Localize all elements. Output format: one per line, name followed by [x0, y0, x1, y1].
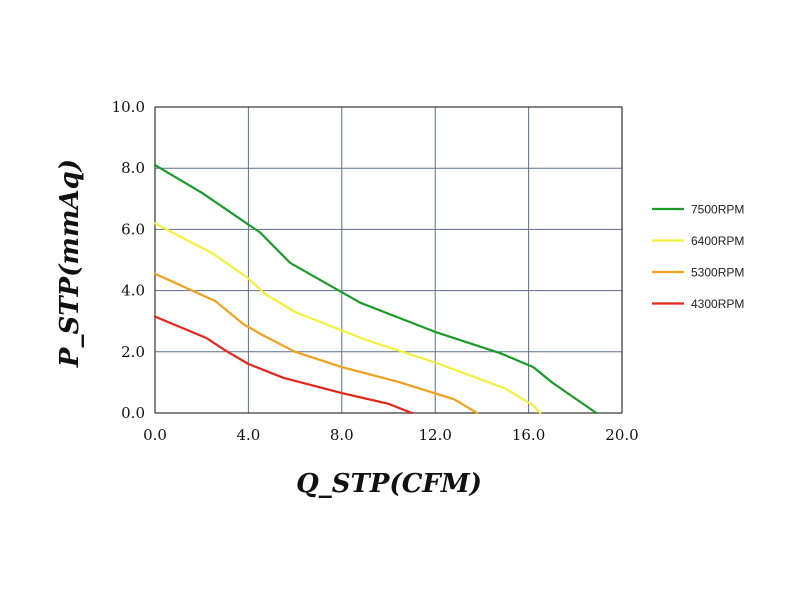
- series-line-4300rpm: [153, 315, 413, 415]
- legend-label: 7500RPM: [691, 203, 744, 217]
- plot-frame: [154, 106, 623, 414]
- y-tick-labels: 0.0 2.0 4.0 6.0 8.0 10.0: [112, 98, 145, 422]
- x-tick-label: 8.0: [330, 426, 354, 444]
- y-tick-label: 10.0: [112, 98, 145, 116]
- x-tick-label: 0.0: [143, 426, 167, 444]
- x-tick-labels: 0.0 4.0 8.0 12.0 16.0 20.0: [143, 426, 639, 444]
- series-lines: [153, 164, 598, 415]
- legend-label: 6400RPM: [691, 234, 744, 248]
- legend-label: 4300RPM: [691, 297, 744, 311]
- legend-label: 5300RPM: [691, 266, 744, 280]
- series-line-5300rpm: [153, 272, 479, 415]
- legend: 7500RPM 6400RPM 5300RPM 4300RPM: [652, 203, 744, 311]
- y-tick-label: 6.0: [121, 220, 145, 238]
- y-tick-label: 4.0: [121, 282, 145, 300]
- x-tick-label: 12.0: [418, 426, 451, 444]
- plot-background: [155, 107, 622, 413]
- y-axis-title: P_STP(mmAq): [55, 159, 85, 368]
- x-axis-title: Q_STP(CFM): [296, 469, 482, 499]
- y-tick-label: 2.0: [121, 343, 145, 361]
- x-tick-label: 4.0: [236, 426, 260, 444]
- series-line-7500rpm: [153, 164, 598, 415]
- grid-lines: [155, 107, 622, 413]
- x-tick-label: 16.0: [512, 426, 545, 444]
- y-tick-label: 8.0: [121, 159, 145, 177]
- y-tick-label: 0.0: [121, 404, 145, 422]
- x-tick-label: 20.0: [605, 426, 638, 444]
- series-line-6400rpm: [153, 222, 542, 415]
